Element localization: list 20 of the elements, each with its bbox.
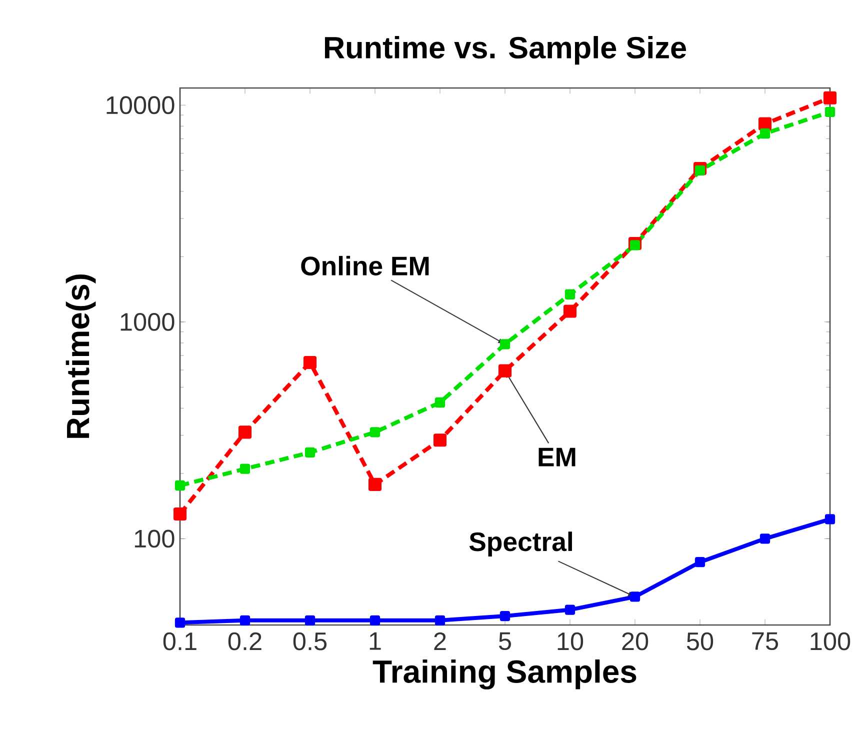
x-tick-label: 20 (622, 632, 648, 650)
x-tick-label: 0.5 (293, 632, 327, 650)
x-tick-label: 75 (752, 632, 778, 650)
x-tick-label: 100 (810, 632, 850, 650)
x-tick-label: 5 (498, 632, 511, 650)
annotation: Spectral (469, 532, 572, 556)
annotation: EM (538, 448, 576, 466)
x-tick-label: 2 (434, 632, 446, 650)
annotation: Online EM (301, 256, 429, 276)
y-tick-label: 100 (134, 530, 174, 548)
x-tick-label: 50 (686, 632, 714, 650)
y-axis-title: Runtime(s) (66, 274, 96, 438)
y-tick-label: 10000 (106, 96, 174, 114)
x-tick-label: 1 (370, 632, 381, 650)
x-tick-label: 0.1 (163, 632, 196, 650)
x-tick-label: 0.2 (228, 632, 262, 650)
y-tick-label: 1000 (120, 312, 174, 331)
x-tick-label: 10 (558, 632, 584, 650)
chart-title: Runtime vs. Sample Size (324, 36, 686, 65)
x-axis-title: Training Samples (372, 659, 636, 690)
